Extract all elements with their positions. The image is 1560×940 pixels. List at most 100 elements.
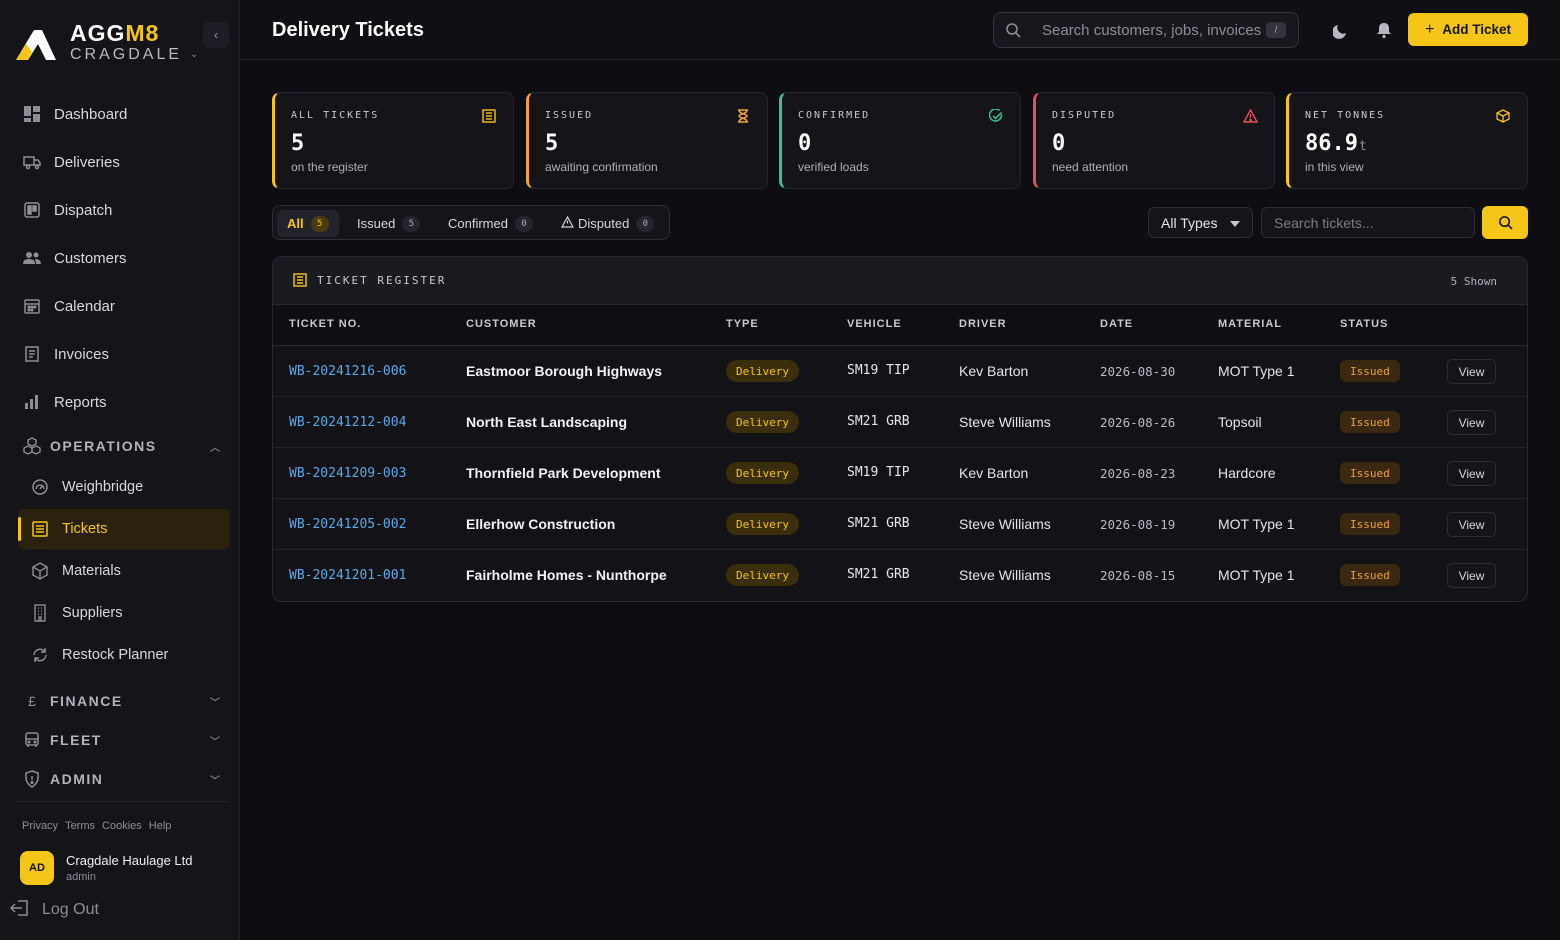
customer-cell: Ellerhow Construction: [466, 516, 616, 532]
chevron-down-icon: ⌄: [190, 49, 199, 60]
nav-item-customers[interactable]: Customers: [14, 238, 230, 278]
nav-item-calendar[interactable]: Calendar: [14, 286, 230, 326]
ticket-search-input[interactable]: [1274, 214, 1464, 231]
date-cell: 2026-08-30: [1100, 364, 1176, 379]
driver-cell: Steve Williams: [959, 516, 1051, 532]
nav-item-tickets[interactable]: Tickets: [18, 509, 230, 549]
table-row[interactable]: WB-20241209-003 Thornfield Park Developm…: [273, 448, 1527, 499]
stat-card-all-tickets[interactable]: ALL TICKETS 5 on the register: [272, 92, 514, 189]
type-filter-value: All Types: [1161, 214, 1218, 231]
column-header[interactable]: TICKET NO.: [289, 318, 362, 330]
table-header: TICKET NO. CUSTOMER TYPE VEHICLE DRIVER …: [273, 305, 1527, 346]
logout-button[interactable]: Log Out: [9, 898, 99, 922]
table-row[interactable]: WB-20241205-002 Ellerhow Construction De…: [273, 499, 1527, 550]
register-icon: [481, 108, 497, 124]
nav-item-deliveries[interactable]: Deliveries: [14, 142, 230, 182]
notifications-button[interactable]: [1372, 18, 1396, 42]
nav-item-reports[interactable]: Reports: [14, 382, 230, 422]
nav-item-weighbridge[interactable]: Weighbridge: [18, 467, 230, 507]
gauge-icon: [18, 478, 62, 496]
sidebar: AGGM8 CRAGDALE ⌄ ‹ Dashboard Deliveries …: [0, 0, 240, 940]
table-row[interactable]: WB-20241201-001 Fairholme Homes - Nuntho…: [273, 550, 1527, 601]
column-header[interactable]: TYPE: [726, 318, 759, 330]
driver-cell: Steve Williams: [959, 414, 1051, 430]
theme-toggle-button[interactable]: [1330, 18, 1354, 42]
view-button[interactable]: View: [1447, 512, 1496, 537]
moon-icon: [1333, 25, 1346, 39]
ticket-number-link[interactable]: WB-20241201-001: [289, 568, 407, 583]
chevron-down-icon: ﹀: [210, 736, 220, 748]
nav-item-invoices[interactable]: Invoices: [14, 334, 230, 374]
column-header[interactable]: CUSTOMER: [466, 318, 537, 330]
invoice-icon: [14, 345, 50, 363]
nav-item-suppliers[interactable]: Suppliers: [18, 593, 230, 633]
date-cell: 2026-08-19: [1100, 517, 1176, 532]
truck-icon: [14, 153, 50, 171]
nav-item-dispatch[interactable]: Dispatch: [14, 190, 230, 230]
chevron-down-icon: ﹀: [210, 697, 220, 709]
section-operations[interactable]: OPERATIONS ︿: [14, 431, 230, 461]
brand[interactable]: AGGM8 CRAGDALE ⌄: [14, 18, 224, 68]
ticket-number-link[interactable]: WB-20241205-002: [289, 517, 407, 532]
refresh-icon: [18, 646, 62, 664]
cookies-link[interactable]: Cookies: [102, 820, 142, 832]
nav-item-restock-planner[interactable]: Restock Planner: [18, 635, 230, 675]
tab-disputed[interactable]: Disputed 0: [551, 210, 664, 237]
ticket-search[interactable]: [1261, 207, 1475, 238]
help-link[interactable]: Help: [148, 820, 172, 832]
logo-mark-icon: [16, 30, 56, 60]
stat-card-net-tonnes[interactable]: NET TONNES 86.9t in this view: [1286, 92, 1528, 189]
nav-label: Suppliers: [62, 605, 123, 621]
ticket-number-link[interactable]: WB-20241216-006: [289, 364, 407, 379]
global-search[interactable]: /: [993, 12, 1299, 48]
view-button[interactable]: View: [1447, 359, 1496, 384]
table-row[interactable]: WB-20241216-006 Eastmoor Borough Highway…: [273, 346, 1527, 397]
view-button[interactable]: View: [1447, 410, 1496, 435]
status-filter-tabs: All 5 Issued 5 Confirmed 0 Disputed 0: [272, 205, 670, 240]
type-filter-select[interactable]: All Types: [1148, 207, 1253, 238]
customer-cell: Fairholme Homes - Nunthorpe: [466, 567, 667, 583]
status-badge: Issued: [1340, 462, 1400, 484]
view-button[interactable]: View: [1447, 563, 1496, 588]
stat-card-confirmed[interactable]: CONFIRMED 0 verified loads: [779, 92, 1021, 189]
section-admin[interactable]: ADMIN ﹀: [14, 764, 230, 794]
vehicle-cell: SM21 GRB: [847, 567, 910, 582]
tab-count: 0: [514, 215, 533, 232]
ticket-number-link[interactable]: WB-20241209-003: [289, 466, 407, 481]
privacy-link[interactable]: Privacy: [22, 820, 59, 832]
stat-card-issued[interactable]: ISSUED 5 awaiting confirmation: [526, 92, 768, 189]
stat-value: 86.9t: [1305, 131, 1367, 156]
tab-confirmed[interactable]: Confirmed 0: [438, 210, 543, 237]
column-header[interactable]: VEHICLE: [847, 318, 902, 330]
status-badge: Issued: [1340, 411, 1400, 433]
section-fleet[interactable]: FLEET ﹀: [14, 725, 230, 755]
nav-label: Reports: [54, 393, 107, 411]
column-header[interactable]: MATERIAL: [1218, 318, 1283, 330]
terms-link[interactable]: Terms: [65, 820, 96, 832]
view-button[interactable]: View: [1447, 461, 1496, 486]
ticket-search-button[interactable]: [1482, 206, 1528, 239]
chevron-left-icon: ‹: [214, 28, 218, 42]
tab-issued[interactable]: Issued 5: [347, 210, 430, 237]
stat-title: DISPUTED: [1052, 110, 1117, 121]
nav-item-dashboard[interactable]: Dashboard: [14, 94, 230, 134]
global-search-input[interactable]: [1042, 21, 1262, 39]
vehicle-cell: SM21 GRB: [847, 414, 910, 429]
collapse-sidebar-button[interactable]: ‹: [203, 22, 229, 48]
column-header[interactable]: STATUS: [1340, 318, 1389, 330]
column-header[interactable]: DRIVER: [959, 318, 1007, 330]
table-row[interactable]: WB-20241212-004 North East Landscaping D…: [273, 397, 1527, 448]
stat-subtitle: verified loads: [798, 160, 869, 174]
nav-item-materials[interactable]: Materials: [18, 551, 230, 591]
add-ticket-button[interactable]: + Add Ticket: [1408, 13, 1528, 46]
section-finance[interactable]: £ FINANCE ﹀: [14, 686, 230, 716]
column-header[interactable]: DATE: [1100, 318, 1134, 330]
tab-count: 0: [636, 215, 655, 232]
ticket-number-link[interactable]: WB-20241212-004: [289, 415, 407, 430]
section-label: ADMIN: [50, 771, 104, 787]
tab-all[interactable]: All 5: [277, 210, 339, 237]
box-icon: [18, 562, 62, 580]
user-profile[interactable]: AD Cragdale Haulage Ltd admin: [20, 851, 230, 885]
vehicle-cell: SM19 TIP: [847, 363, 910, 378]
stat-card-disputed[interactable]: DISPUTED 0 need attention: [1033, 92, 1275, 189]
